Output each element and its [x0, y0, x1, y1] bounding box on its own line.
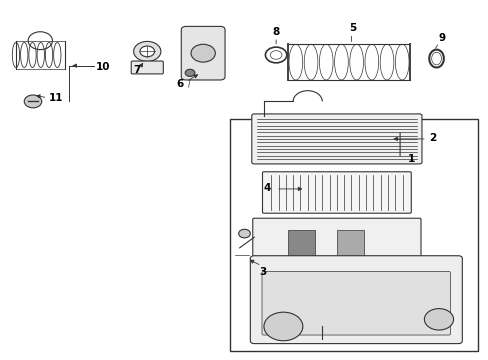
Text: 11: 11: [49, 93, 63, 103]
Circle shape: [424, 309, 453, 330]
FancyBboxPatch shape: [252, 218, 420, 263]
Text: 2: 2: [428, 133, 436, 143]
Circle shape: [140, 46, 154, 57]
Bar: [336, 230, 363, 255]
Text: 5: 5: [348, 23, 356, 33]
FancyBboxPatch shape: [250, 256, 461, 343]
Bar: [229, 119, 477, 351]
Text: 7: 7: [133, 65, 141, 75]
Text: 9: 9: [437, 33, 444, 44]
Bar: [287, 230, 314, 255]
Circle shape: [133, 41, 161, 62]
Text: 3: 3: [259, 267, 266, 277]
FancyBboxPatch shape: [251, 114, 421, 164]
FancyBboxPatch shape: [131, 61, 163, 74]
FancyBboxPatch shape: [181, 26, 224, 80]
Circle shape: [24, 95, 41, 108]
Circle shape: [191, 44, 215, 62]
Text: 1: 1: [407, 154, 414, 164]
Text: 8: 8: [272, 27, 279, 37]
FancyBboxPatch shape: [262, 172, 410, 213]
Circle shape: [264, 312, 302, 341]
Text: 6: 6: [176, 79, 183, 89]
Text: 4: 4: [264, 184, 271, 193]
Circle shape: [185, 69, 195, 76]
FancyBboxPatch shape: [262, 271, 450, 335]
Text: 10: 10: [96, 62, 110, 72]
Circle shape: [238, 229, 250, 238]
